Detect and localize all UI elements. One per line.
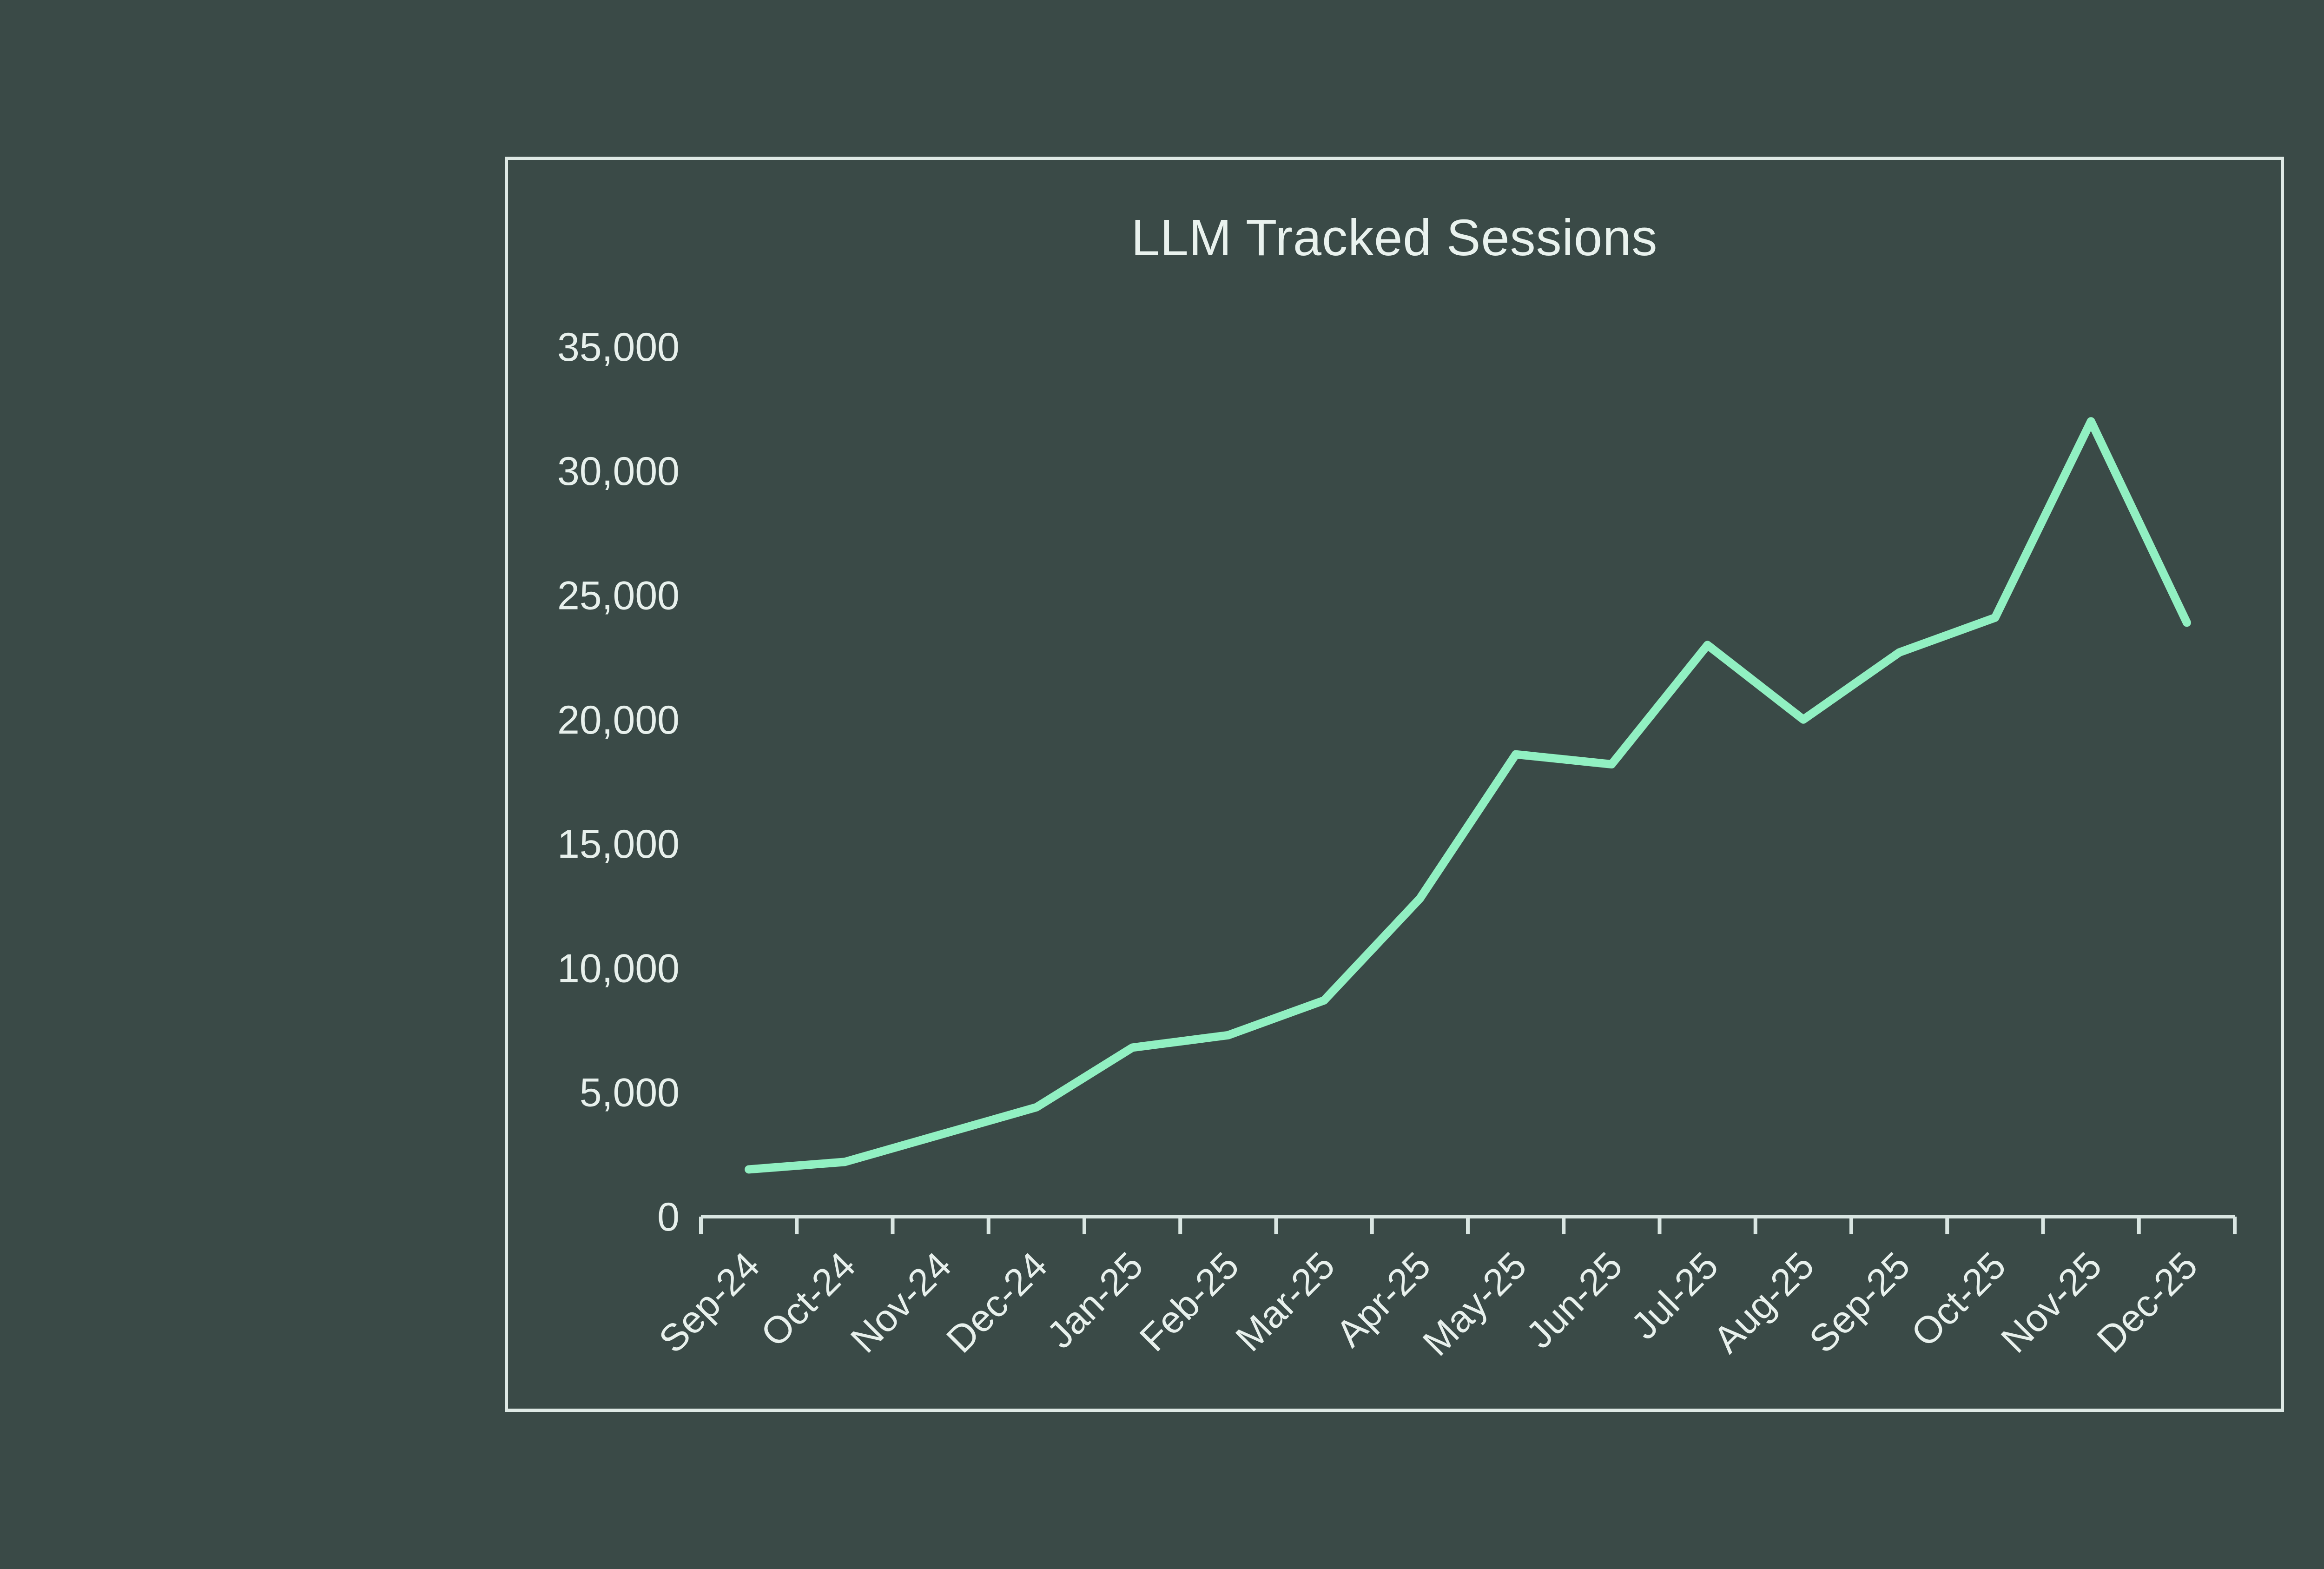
y-axis-label: 0 — [657, 1195, 680, 1239]
chart-panel — [505, 157, 2284, 1412]
x-axis-label: Oct-25 — [1903, 1244, 2014, 1355]
x-axis-labels: Sep-24Oct-24Nov-24Dec-24Jan-25Feb-25Mar-… — [651, 1244, 2206, 1364]
x-axis-label: Sep-25 — [1802, 1244, 1918, 1361]
y-axis-label: 30,000 — [557, 449, 680, 494]
x-axis-label: May-25 — [1415, 1244, 1535, 1364]
x-axis-label: Jun-25 — [1518, 1244, 1631, 1357]
y-axis-label: 10,000 — [557, 946, 680, 991]
y-axis-label: 5,000 — [580, 1071, 680, 1115]
x-axis-label: Feb-25 — [1132, 1244, 1247, 1359]
x-axis-label: Nov-24 — [843, 1244, 959, 1361]
x-axis-label: Sep-24 — [651, 1244, 768, 1361]
y-axis-label: 20,000 — [557, 698, 680, 742]
x-axis-label: Dec-24 — [938, 1244, 1055, 1361]
x-axis-label: Mar-25 — [1228, 1244, 1343, 1359]
x-axis-label: Nov-25 — [1993, 1244, 2110, 1361]
x-axis-label: Oct-24 — [753, 1244, 864, 1355]
y-axis-label: 25,000 — [557, 574, 680, 618]
x-axis-label: Dec-25 — [2089, 1244, 2205, 1361]
chart-title: LLM Tracked Sessions — [1131, 209, 1658, 266]
x-axis-label: Aug-25 — [1705, 1244, 1822, 1361]
y-axis-label: 15,000 — [557, 822, 680, 867]
x-axis-label: Jan-25 — [1039, 1244, 1151, 1357]
series-line — [745, 417, 2191, 1174]
y-axis-labels: 0 5,000 10,000 15,000 20,000 25,000 30,000 35,0… — [557, 325, 680, 1239]
x-axis — [699, 1215, 2237, 1234]
y-axis-label: 35,000 — [557, 325, 680, 370]
